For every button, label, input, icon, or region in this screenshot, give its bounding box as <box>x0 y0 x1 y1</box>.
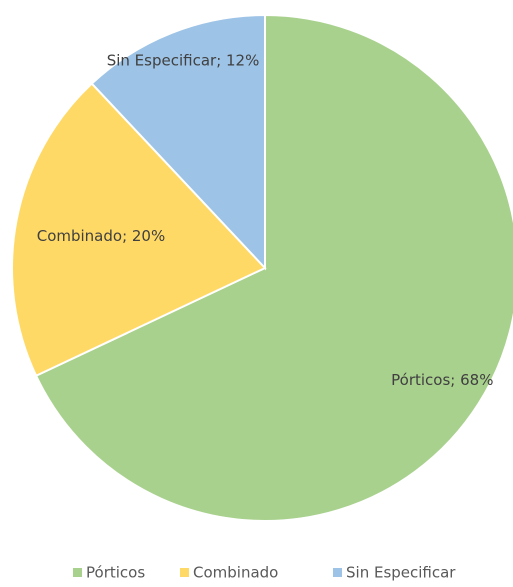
pie-slice <box>90 13 266 271</box>
data-label: Combinado; 20% <box>37 227 166 245</box>
data-label: Sin Especificar; 12% <box>107 51 260 69</box>
legend-label: Sin Especificar <box>346 564 456 582</box>
legend-label: Combinado <box>193 564 278 582</box>
legend-swatch <box>180 568 189 577</box>
data-label: Pórticos; 68% <box>391 371 493 389</box>
legend-swatch <box>73 568 82 577</box>
legend-swatch <box>333 568 342 577</box>
pie-slice <box>11 82 267 378</box>
pie-slice <box>34 13 513 522</box>
legend-label: Pórticos <box>86 564 145 582</box>
